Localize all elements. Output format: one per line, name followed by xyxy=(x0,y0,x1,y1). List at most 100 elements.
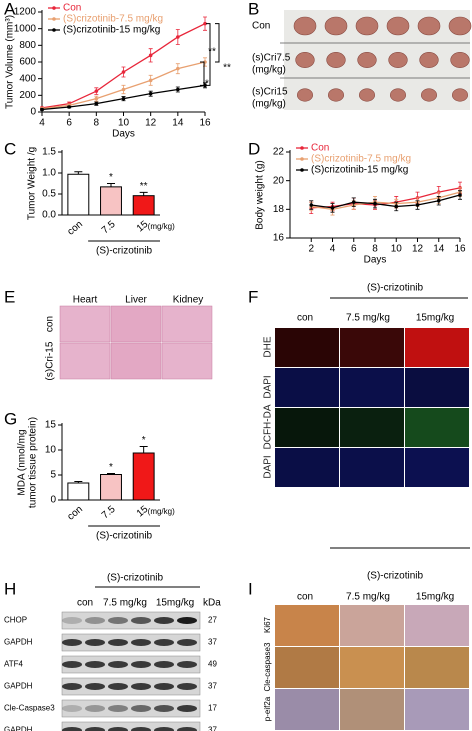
legend-label: (S)crizotinib-15 mg/kg xyxy=(311,165,408,176)
kda-label: 37 xyxy=(208,682,217,691)
bar xyxy=(132,195,155,216)
band xyxy=(108,705,128,712)
x-tick-label: 14 xyxy=(172,118,184,129)
histology-image xyxy=(161,305,213,343)
tumor xyxy=(358,88,375,102)
y-tick-label: 200 xyxy=(19,90,36,101)
band xyxy=(85,683,105,690)
x-tick-label: 4 xyxy=(330,244,336,255)
band xyxy=(177,705,197,712)
band xyxy=(177,727,197,731)
data-point xyxy=(67,105,71,109)
data-point xyxy=(121,70,126,74)
ihc-image xyxy=(275,605,339,646)
histology-image xyxy=(59,305,111,343)
panel-label: G xyxy=(4,409,17,428)
fluorescence-image xyxy=(405,408,469,447)
row-label: GAPDH xyxy=(4,682,33,691)
legend-marker xyxy=(52,6,56,10)
ihc-image xyxy=(275,689,339,730)
fluorescence-image xyxy=(340,408,404,447)
legend-marker xyxy=(52,17,56,21)
data-point xyxy=(121,96,126,101)
data-point xyxy=(121,87,126,92)
bracket xyxy=(206,23,211,86)
row-label: (s)Cri7.5 xyxy=(252,53,291,64)
x-tick-label: 6 xyxy=(66,118,72,129)
ihc-image xyxy=(275,647,339,688)
bar xyxy=(100,474,122,501)
column-label: 15mg/kg xyxy=(156,598,194,609)
tumor xyxy=(450,52,470,68)
band xyxy=(85,639,105,646)
bar xyxy=(132,452,155,501)
band xyxy=(177,661,197,668)
row-label: DCFH-DA xyxy=(263,404,274,449)
tumor xyxy=(417,16,441,36)
row-label: Ki67 xyxy=(263,616,272,633)
tumor xyxy=(420,88,437,102)
x-tick-label: 10 xyxy=(391,244,403,255)
x-tick-label: con xyxy=(66,504,85,523)
bracket xyxy=(200,61,205,86)
y-tick-label: 22 xyxy=(273,147,285,158)
x-tick-label: 2 xyxy=(308,244,314,255)
y-tick-label: 1.5 xyxy=(42,147,56,158)
significance: ** xyxy=(140,181,148,192)
group-label: (S)-crizotinib xyxy=(367,571,424,582)
y-tick-label: 0 xyxy=(30,107,36,118)
x-axis-label: (S)-crizotinib xyxy=(96,246,153,257)
unit-label: kDa xyxy=(203,598,221,609)
bar xyxy=(67,482,90,501)
kda-label: 17 xyxy=(208,704,217,713)
band xyxy=(85,727,105,731)
bar xyxy=(100,186,122,216)
tumor xyxy=(293,16,317,36)
row-label: Cle-Caspase3 xyxy=(4,704,55,713)
x-axis-label: Days xyxy=(364,255,387,266)
y-tick-label: 600 xyxy=(19,57,36,68)
row-label: CHOP xyxy=(4,616,27,625)
band xyxy=(62,705,82,712)
error-bar xyxy=(139,446,148,453)
data-point xyxy=(436,198,441,203)
band xyxy=(62,727,82,731)
series-line xyxy=(311,194,461,209)
y-tick-label: 20 xyxy=(273,175,285,186)
x-tick-label: 4 xyxy=(39,118,45,129)
band xyxy=(62,661,82,668)
band xyxy=(131,617,151,624)
band xyxy=(108,661,128,668)
data-point xyxy=(148,53,153,58)
legend-label: Con xyxy=(311,143,329,154)
row-label: (mg/kg) xyxy=(252,65,286,76)
group-label: (S)-crizotinib xyxy=(107,573,164,584)
fluorescence-image xyxy=(275,368,339,407)
row-label: Cle-caspase3 xyxy=(263,642,272,691)
group-label: (S)-crizotinib xyxy=(367,283,424,294)
band xyxy=(108,639,128,646)
ihc-image xyxy=(405,605,469,646)
x-tick-label: 8 xyxy=(94,118,100,129)
column-label: 15mg/kg xyxy=(416,592,454,603)
data-point xyxy=(94,89,99,93)
x-axis-label: (S)-crizotinib xyxy=(96,531,153,542)
y-tick-label: 15 xyxy=(45,420,57,431)
row-label: GAPDH xyxy=(4,638,33,647)
series-line xyxy=(311,187,461,209)
band xyxy=(177,639,197,646)
y-tick-label: 16 xyxy=(273,233,285,244)
column-label: con xyxy=(297,313,313,324)
x-tick-label: 8 xyxy=(372,244,378,255)
band xyxy=(154,639,174,646)
band xyxy=(108,617,128,624)
histology-image xyxy=(110,342,162,380)
x-tick-label: 7.5 xyxy=(100,504,118,522)
x-axis-label: Days xyxy=(112,129,135,140)
fluorescence-image xyxy=(405,448,469,487)
data-point xyxy=(394,204,399,209)
row-label: ATF4 xyxy=(4,660,24,669)
fluorescence-image xyxy=(405,368,469,407)
error-bar xyxy=(139,191,148,196)
